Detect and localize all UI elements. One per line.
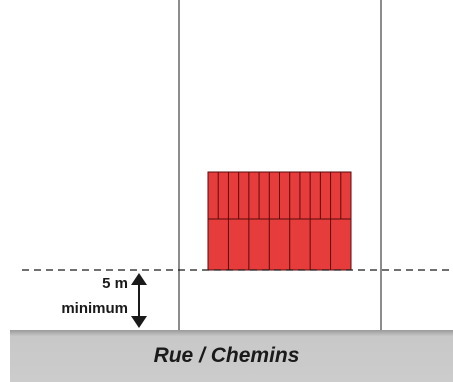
- building: [208, 172, 351, 270]
- road-label: Rue / Chemins: [0, 336, 453, 376]
- building-body: [208, 219, 351, 270]
- setback-distance-label: 5 m: [78, 275, 128, 292]
- setback-minimum-label: minimum: [18, 300, 128, 317]
- dimension-arrow: [131, 273, 147, 328]
